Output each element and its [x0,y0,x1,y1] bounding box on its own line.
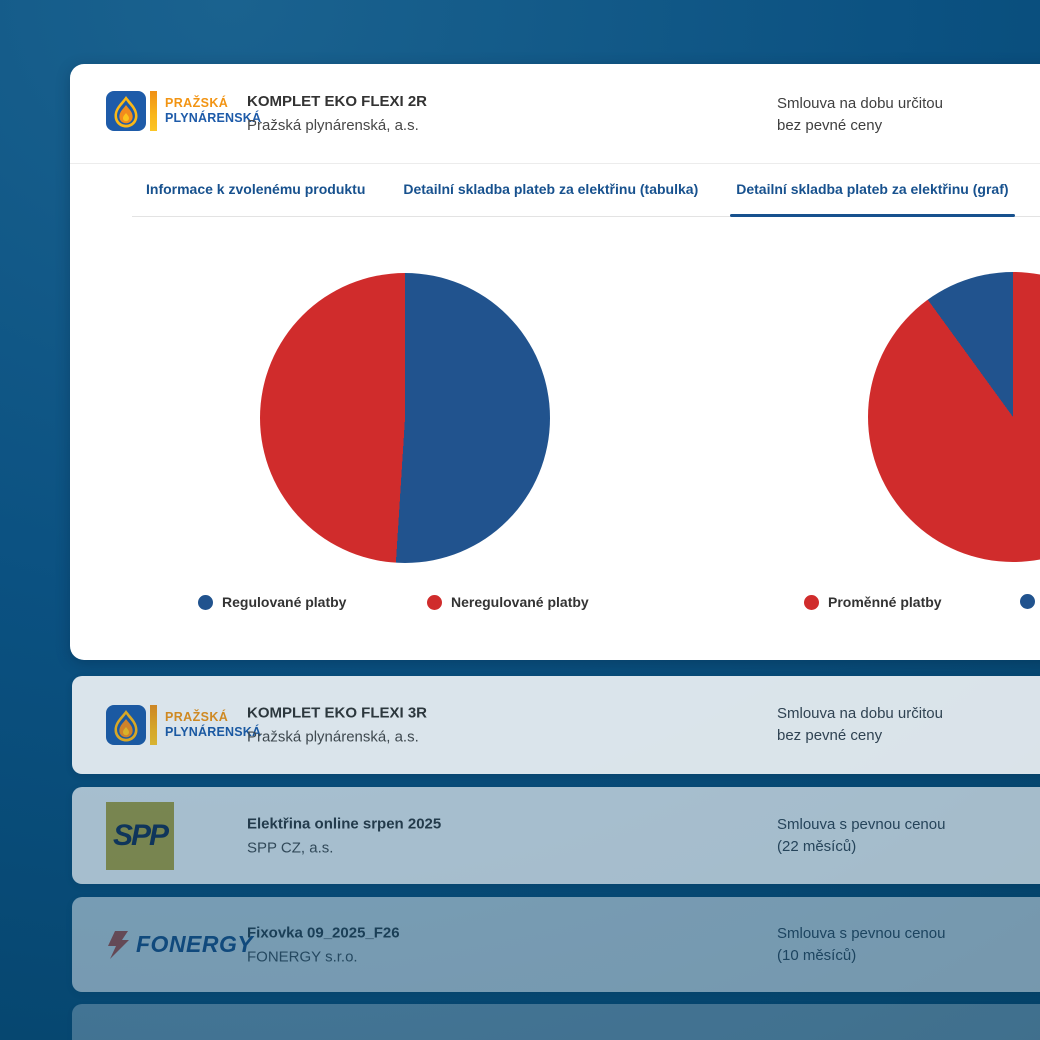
pie-chart-variable-vs-fixed [868,272,1040,562]
row-product-title: Elektřina online srpen 2025 [247,815,442,832]
product-row-komplet-eko-flexi-3r[interactable]: PRAŽSKÁ PLYNÁRENSKÁ KOMPLET EKO FLEXI 3R… [72,676,1040,774]
header-divider [70,163,1040,164]
legend-dot-blue-icon [198,594,213,610]
legend-item-promenne-platby[interactable]: Proměnné platby [804,594,942,610]
fonergy-bolt-icon [108,930,129,959]
contract-line-2: bez pevné ceny [777,117,883,134]
product-row-elektrina-online-srpen-2025[interactable]: SPP Elektřina online srpen 2025 SPP CZ, … [72,787,1040,884]
prazska-plynarenska-logo: PRAŽSKÁ PLYNÁRENSKÁ [106,91,261,131]
selected-product-supplier: Pražská plynárenská, a.s. [247,117,419,134]
selected-product-contract-info: Smlouva na dobu určitou bez pevné ceny [777,93,943,137]
contract-line-1: Smlouva na dobu určitou [777,705,943,722]
legend-dot-red-icon [804,594,819,610]
product-detail-tabs: Informace k zvolenému produktu Detailní … [132,164,1040,217]
tab-truncated-right-edge[interactable]: In [1033,164,1040,216]
tab-informace-k-produktu[interactable]: Informace k zvolenému produktu [146,181,366,197]
legend-item-cutoff[interactable] [1020,594,1040,609]
contract-line-1: Smlouva s pevnou cenou [777,924,946,942]
pp-logo-word-1: PRAŽSKÁ [165,96,229,110]
legend-item-regulovane-platby[interactable]: Regulované platby [198,594,346,610]
spp-logo: SPP [106,801,174,870]
legend-item-neregulovane-platby[interactable]: Neregulované platby [427,594,589,610]
row-product-title: Fixovka 09_2025_F26 [247,924,400,941]
pie-chart-regulated-vs-unregulated [260,273,550,563]
pp-logo-word-1: PRAŽSKÁ [165,710,229,724]
row-contract-info: Smlouva na dobu určitou bez pevné ceny [777,703,943,747]
contract-line-1: Smlouva na dobu určitou [777,95,943,112]
pp-logo-bar [150,705,157,745]
row-product-title: KOMPLET EKO FLEXI 3R [247,704,428,722]
contract-line-2: bez pevné ceny [777,727,883,744]
pp-flame-icon [106,705,146,745]
legend-label-promenne: Proměnné platby [828,594,942,610]
contract-line-1: Smlouva s pevnou cenou [777,815,946,833]
legend-dot-red-icon [427,594,442,610]
selected-product-header: PRAŽSKÁ PLYNÁRENSKÁ KOMPLET EKO FLEXI 2R… [70,64,1040,163]
pp-flame-icon [106,91,146,131]
contract-line-2: (22 měsíců) [777,837,857,855]
legend-dot-blue-icon [1020,594,1035,609]
contract-line-2: (10 měsíců) [777,946,857,964]
prazska-plynarenska-logo: PRAŽSKÁ PLYNÁRENSKÁ [106,705,261,745]
row-product-supplier: FONERGY s.r.o. [247,948,358,965]
fonergy-logo-text: FONERGY [136,931,254,957]
pp-logo-word-2: PLYNÁRENSKÁ [165,111,262,125]
product-row-fixovka-09-2025-f26[interactable]: FONERGY Fixovka 09_2025_F26 FONERGY s.r.… [72,897,1040,992]
row-product-supplier: SPP CZ, a.s. [247,839,334,856]
product-row-partial-bottom[interactable] [72,1004,1040,1040]
tab-skladba-plateb-graf[interactable]: Detailní skladba plateb za elektřinu (gr… [722,164,1022,217]
tab-skladba-plateb-tabulka[interactable]: Detailní skladba plateb za elektřinu (ta… [403,181,699,197]
pp-logo-bar [150,91,157,131]
spp-logo-text: SPP [112,818,169,852]
legend-label-regulovane: Regulované platby [222,594,347,610]
pp-logo-word-2: PLYNÁRENSKÁ [165,725,262,739]
row-product-supplier: Pražská plynárenská, a.s. [247,728,419,746]
selected-product-title: KOMPLET EKO FLEXI 2R [247,93,428,110]
fonergy-logo: FONERGY [106,930,253,960]
legend-label-neregulovane: Neregulované platby [451,594,589,610]
row-contract-info: Smlouva s pevnou cenou (10 měsíců) [777,923,945,967]
selected-product-card: PRAŽSKÁ PLYNÁRENSKÁ KOMPLET EKO FLEXI 2R… [70,64,1040,660]
row-contract-info: Smlouva s pevnou cenou (22 měsíců) [777,814,945,858]
